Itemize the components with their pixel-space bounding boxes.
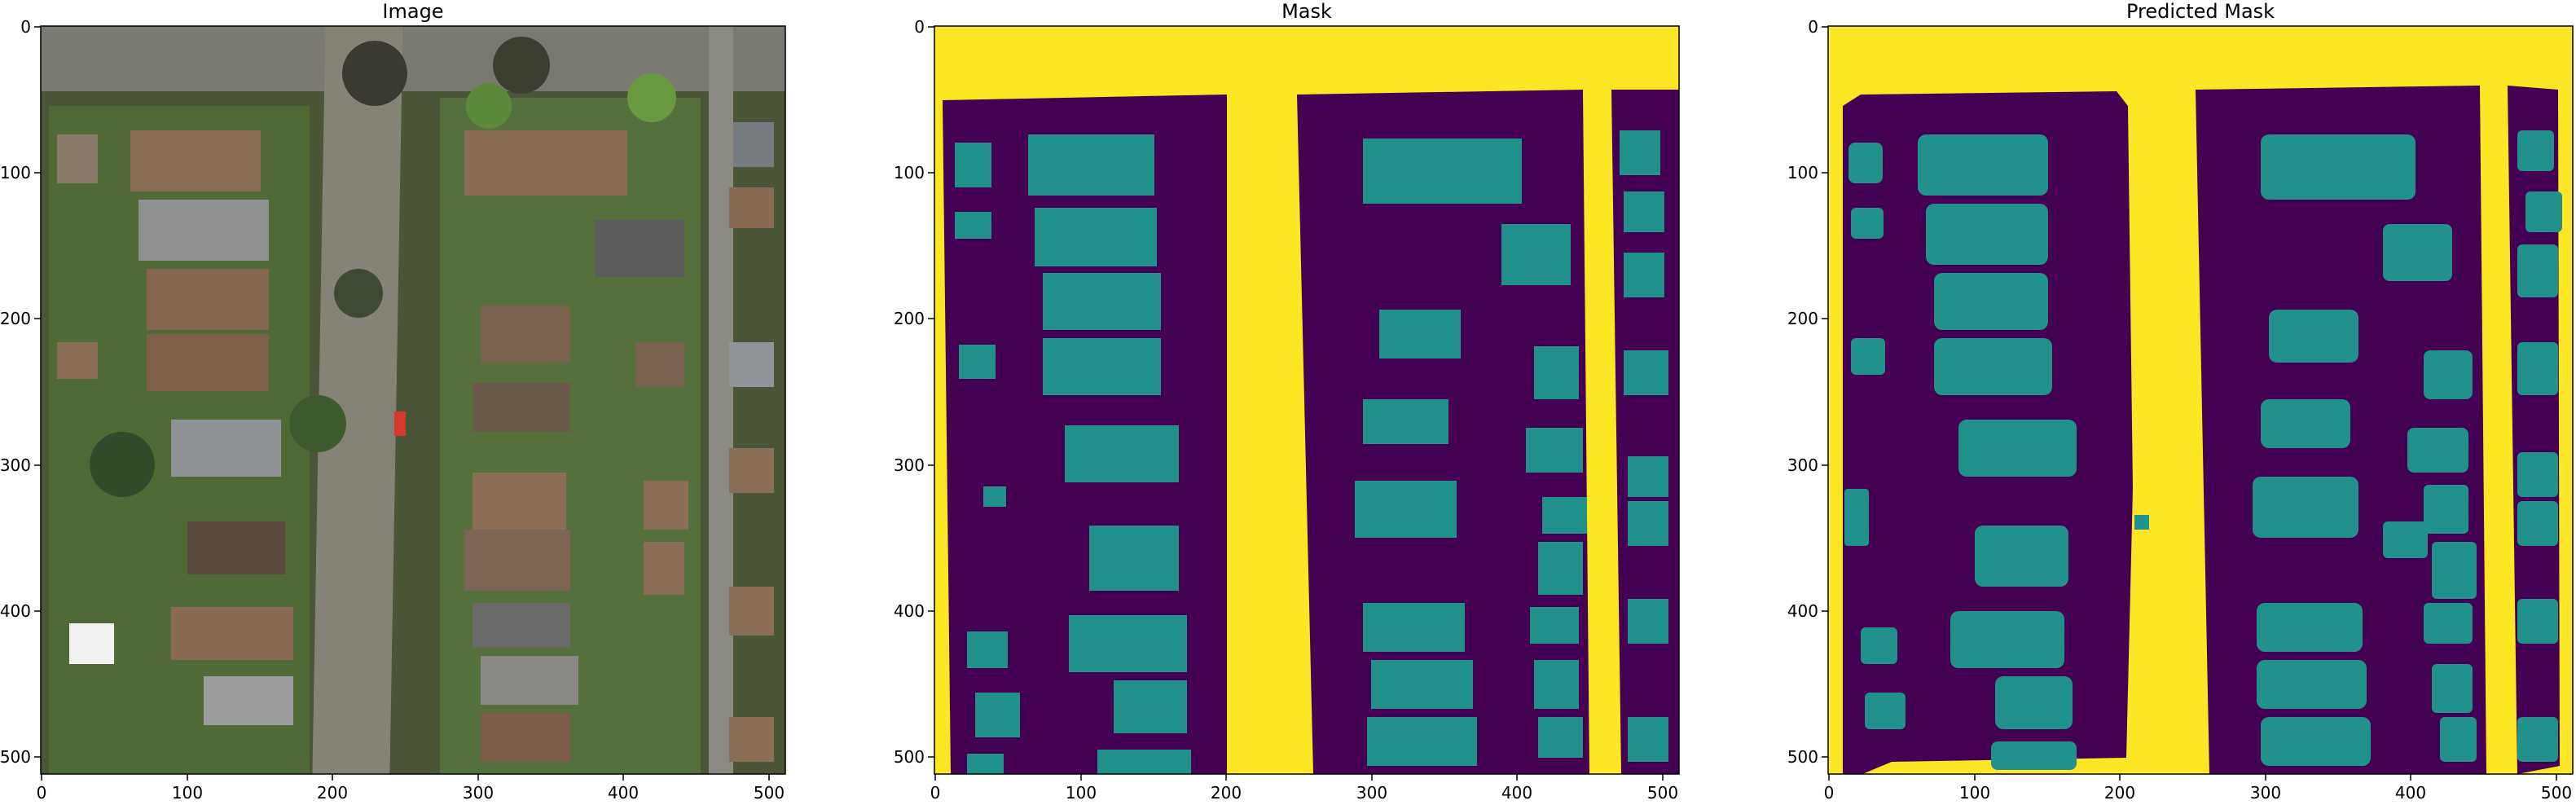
y-tick-label: 100 (0, 163, 31, 183)
y-tick-label: 0 (914, 17, 925, 37)
mask-image (934, 26, 1679, 774)
x-tick-label: 0 (37, 783, 47, 803)
panel-title-predicted-mask: Predicted Mask (2126, 0, 2275, 23)
predicted-mask-image (1828, 26, 2573, 774)
y-tick-label: 400 (0, 601, 31, 621)
x-tick-label: 300 (2250, 783, 2281, 803)
panel-title-image: Image (382, 0, 443, 23)
axes-frame-mask (934, 25, 1680, 775)
y-tick-label: 300 (0, 455, 31, 475)
y-ticks-mask (928, 26, 934, 758)
y-tick-label: 500 (0, 747, 31, 767)
x-tick-label: 500 (2541, 783, 2572, 803)
x-tick-label: 200 (2104, 783, 2135, 803)
panel-predicted-mask: Predicted Mask (1787, 0, 2574, 803)
panel-image: Image (0, 0, 786, 803)
y-tick-label: 0 (20, 17, 31, 37)
y-tick-label: 300 (1787, 455, 1818, 475)
panel-title-mask: Mask (1281, 0, 1332, 23)
x-ticks-predicted (1828, 774, 2557, 781)
x-tick-label: 500 (754, 783, 785, 803)
x-tick-label: 400 (608, 783, 639, 803)
y-tick-label: 300 (894, 455, 925, 475)
x-tick-label: 300 (463, 783, 494, 803)
x-tick-label: 0 (1824, 783, 1835, 803)
axes-frame-predicted (1827, 25, 2574, 775)
x-ticks-image (41, 774, 770, 781)
y-tick-label: 200 (0, 309, 31, 328)
y-tick-label: 100 (894, 163, 925, 183)
x-tick-label: 200 (1211, 783, 1242, 803)
y-tick-label: 200 (894, 309, 925, 328)
aerial-photo (41, 26, 785, 774)
y-tick-label: 400 (894, 601, 925, 621)
y-tick-label: 0 (1808, 17, 1818, 37)
y-tick-label: 500 (894, 747, 925, 767)
x-tick-label: 400 (1501, 783, 1532, 803)
panel-mask: Mask (894, 0, 1680, 803)
x-tick-label: 100 (1066, 783, 1097, 803)
y-ticks-image (34, 26, 41, 758)
x-tick-label: 200 (317, 783, 348, 803)
x-tick-label: 300 (1356, 783, 1387, 803)
x-tick-label: 100 (1959, 783, 1990, 803)
y-tick-label: 200 (1787, 309, 1818, 328)
x-tick-label: 100 (172, 783, 203, 803)
x-ticks-mask (934, 774, 1664, 781)
y-tick-label: 400 (1787, 601, 1818, 621)
axes-frame-image (40, 25, 786, 775)
y-tick-label: 500 (1787, 747, 1818, 767)
y-ticks-predicted (1822, 26, 1828, 758)
y-tick-label: 100 (1787, 163, 1818, 183)
x-tick-label: 500 (1647, 783, 1678, 803)
x-tick-label: 0 (930, 783, 941, 803)
x-tick-label: 400 (2395, 783, 2426, 803)
